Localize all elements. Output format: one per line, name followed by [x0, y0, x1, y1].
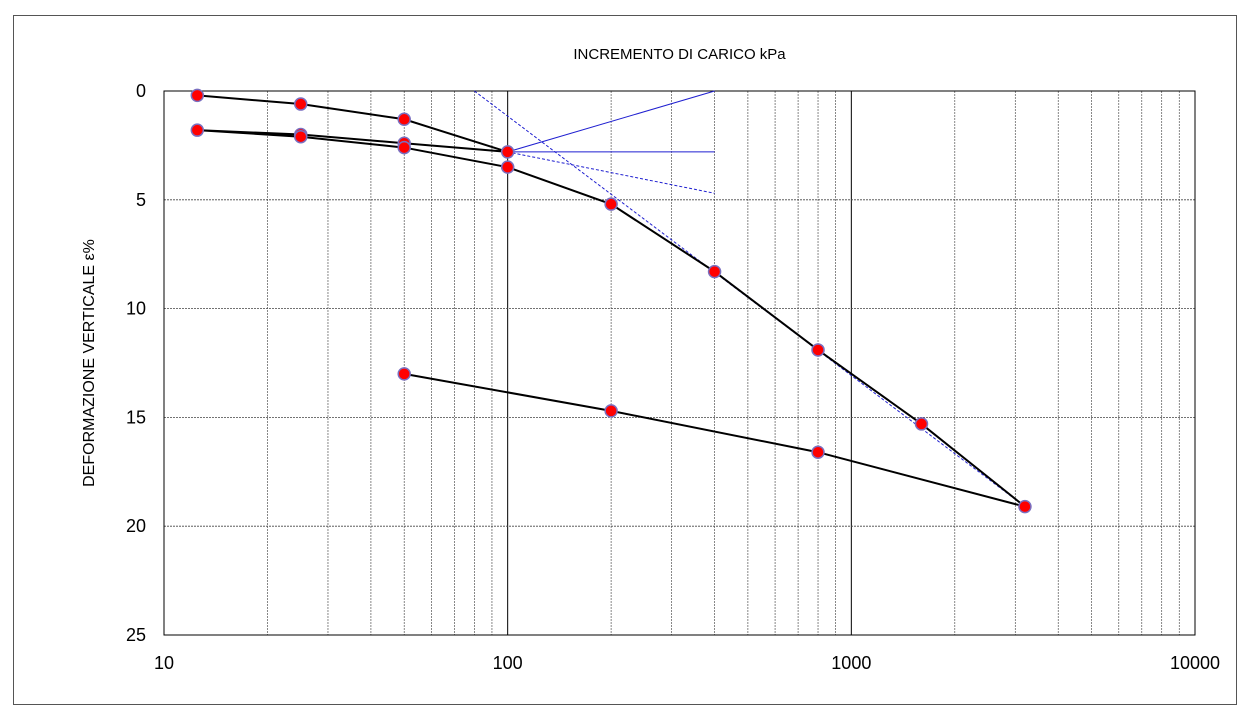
data-point: [397, 140, 411, 155]
marker-layer: [190, 88, 1032, 514]
construction-bisector-line: [507, 151, 715, 194]
data-point: [811, 343, 825, 357]
data-point: [190, 88, 205, 103]
data-point: [190, 123, 205, 137]
data-point: [397, 367, 411, 381]
data-point: [294, 97, 308, 111]
curve-layer: [197, 94, 1026, 508]
data-point: [1018, 499, 1032, 514]
y-tick-label: 10: [126, 299, 146, 319]
construction-layer: [474, 90, 1026, 508]
data-point: [604, 404, 618, 418]
x-tick-label: 100: [493, 653, 523, 673]
data-point: [914, 417, 929, 431]
data-point: [604, 197, 618, 211]
plot-border: [163, 90, 1196, 636]
x-tick-label: 10: [154, 653, 174, 673]
data-point: [294, 129, 308, 144]
chart-title: INCREMENTO DI CARICO kPa: [573, 46, 786, 63]
x-tick-label: 10000: [1170, 653, 1220, 673]
grid-layer: [164, 91, 1195, 635]
data-point: [397, 112, 411, 127]
tick-label-layer: 10 100 1000 10000 0 5 10 15 20 25: [126, 81, 1220, 673]
y-tick-label: 0: [136, 81, 146, 101]
chart-frame: INCREMENTO DI CARICO kPa DEFORMAZIONE VE…: [13, 15, 1237, 705]
y-axis-label: DEFORMAZIONE VERTICALE ε%: [81, 239, 98, 487]
y-tick-label: 15: [126, 407, 146, 427]
construction-tangent-line: [507, 90, 715, 153]
data-point: [500, 160, 515, 174]
y-tick-label: 5: [136, 190, 146, 210]
x-tick-label: 1000: [831, 653, 871, 673]
data-point: [707, 264, 722, 279]
compression-curve-line: [197, 94, 1026, 508]
y-tick-label: 20: [126, 516, 146, 536]
y-tick-label: 25: [126, 625, 146, 645]
data-point: [500, 145, 515, 159]
data-point: [811, 445, 825, 459]
chart-svg: INCREMENTO DI CARICO kPa DEFORMAZIONE VE…: [81, 46, 1220, 673]
